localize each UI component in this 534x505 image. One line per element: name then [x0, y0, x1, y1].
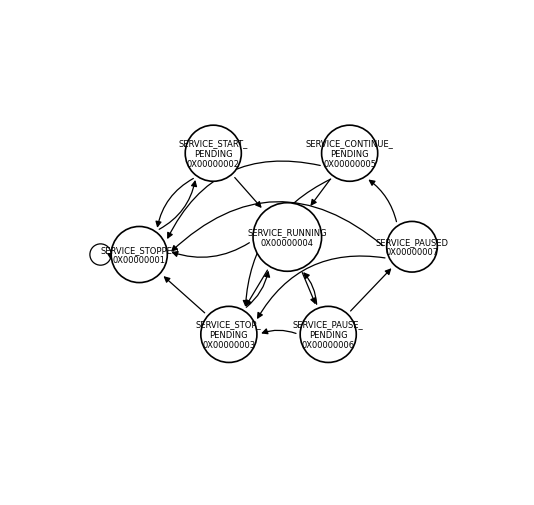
FancyArrowPatch shape — [164, 277, 205, 313]
Circle shape — [300, 307, 356, 363]
FancyArrowPatch shape — [262, 329, 296, 334]
FancyArrowPatch shape — [302, 273, 316, 304]
FancyArrowPatch shape — [351, 270, 390, 312]
FancyArrowPatch shape — [172, 243, 249, 258]
Circle shape — [387, 222, 437, 273]
FancyArrowPatch shape — [159, 182, 197, 230]
FancyArrowPatch shape — [258, 257, 385, 318]
FancyArrowPatch shape — [244, 180, 331, 306]
Text: SERVICE_START_
PENDING
0X00000002: SERVICE_START_ PENDING 0X00000002 — [178, 139, 248, 169]
Text: SERVICE_PAUSE_
PENDING
0X00000006: SERVICE_PAUSE_ PENDING 0X00000006 — [293, 320, 364, 349]
FancyArrowPatch shape — [235, 178, 261, 208]
Circle shape — [201, 307, 257, 363]
FancyArrowPatch shape — [311, 180, 331, 206]
Text: SERVICE_RUNNING
0X00000004: SERVICE_RUNNING 0X00000004 — [247, 228, 327, 247]
Text: SERVICE_STOPPED
0X00000001: SERVICE_STOPPED 0X00000001 — [100, 245, 178, 265]
Circle shape — [185, 126, 241, 182]
FancyArrowPatch shape — [246, 271, 268, 306]
Circle shape — [321, 126, 378, 182]
Text: SERVICE_PAUSED
0X00000007: SERVICE_PAUSED 0X00000007 — [375, 237, 449, 257]
Text: SERVICE_CONTINUE_
PENDING
0X00000005: SERVICE_CONTINUE_ PENDING 0X00000005 — [305, 139, 394, 169]
FancyArrowPatch shape — [156, 179, 193, 227]
Circle shape — [111, 227, 167, 283]
FancyArrowPatch shape — [246, 272, 270, 308]
FancyArrowPatch shape — [172, 203, 383, 251]
FancyArrowPatch shape — [108, 254, 113, 259]
FancyArrowPatch shape — [370, 181, 396, 222]
Text: SERVICE_STOP_
PENDING
0X00000003: SERVICE_STOP_ PENDING 0X00000003 — [196, 320, 262, 349]
FancyArrowPatch shape — [168, 162, 320, 238]
FancyArrowPatch shape — [304, 274, 317, 305]
Circle shape — [253, 204, 321, 272]
